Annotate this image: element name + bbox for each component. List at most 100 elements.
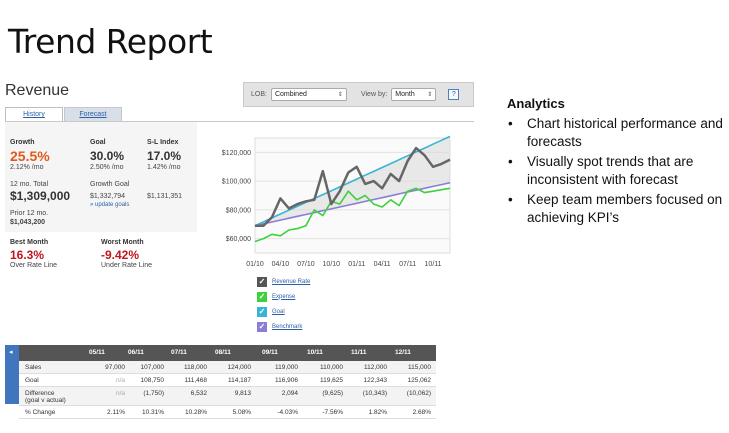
best-month-label: Best Month [10, 239, 49, 246]
checkbox-checked-icon[interactable]: ✓ [257, 291, 267, 302]
x-tick-label: 10/11 [425, 261, 442, 268]
x-tick-label: 01/11 [348, 261, 365, 268]
growth-value: 25.5% [10, 148, 50, 164]
viewby-select-value: Month [395, 91, 415, 98]
table-cell: 6,532 [190, 390, 207, 397]
bullet-item: Chart historical performance and forecas… [508, 115, 728, 151]
viewby-label: View by: [360, 91, 388, 98]
table-cell: 107,000 [140, 364, 165, 371]
sl-index-label: S-L Index [147, 139, 179, 146]
table-cell: 110,000 [319, 364, 343, 371]
table-collapse-toggle[interactable]: ◂ [5, 345, 19, 404]
x-tick-label: 04/11 [374, 261, 391, 268]
series-line-revenue-rate [255, 146, 451, 227]
select-arrows-icon: ⇕ [427, 92, 433, 98]
viewby-select[interactable]: Month ⇕ [391, 88, 437, 101]
table-cell: 114,187 [227, 377, 251, 384]
table-cell: (1,750) [143, 390, 164, 397]
prior-label: Prior 12 mo. [10, 210, 49, 217]
table-cell: 125,062 [407, 377, 432, 384]
growth-sub: 2.12% /mo [10, 164, 44, 171]
chevron-left-icon: ◂ [9, 349, 13, 356]
table-column-header: 05/11 [89, 349, 105, 356]
worst-month-sub: Under Rate Line [101, 262, 152, 269]
table-cell: 5.08% [232, 409, 251, 416]
table-row [19, 387, 436, 406]
table-column-header: 07/11 [171, 349, 187, 356]
table-header-bar [5, 345, 436, 361]
sl-index-sub: 1.42% /mo [147, 164, 181, 171]
x-tick-label: 07/11 [399, 261, 416, 268]
table-column-header: 08/11 [215, 349, 231, 356]
widget-title: Revenue [5, 82, 70, 99]
series-line-goal [254, 135, 451, 227]
series-line-expense [254, 187, 451, 243]
lob-select-value: Combined [274, 91, 307, 98]
table-cell: 119,000 [274, 364, 298, 371]
table-cell: 9,813 [234, 390, 251, 397]
table-cell: 115,000 [407, 364, 431, 371]
goal-label: Goal [90, 139, 106, 146]
chart-legend: ✓ Revenue Rate ✓ Expense ✓ Goal ✓ Benchm… [257, 274, 310, 334]
table-cell: 97,000 [105, 364, 125, 371]
tab-forecast[interactable]: Forecast [64, 107, 122, 121]
table-column-header: 12/11 [395, 349, 411, 356]
table-row [19, 361, 436, 374]
row-label: Sales [25, 364, 42, 371]
legend-item-expense[interactable]: ✓ Expense [257, 289, 310, 304]
checkbox-checked-icon[interactable]: ✓ [257, 306, 267, 317]
lob-select[interactable]: Combined ⇕ [270, 88, 347, 101]
y-tick-label: $100,000 [222, 179, 251, 186]
legend-label: Benchmark [272, 323, 303, 330]
table-cell: 108,750 [140, 377, 165, 384]
table-cell: 2,094 [281, 390, 298, 397]
analytics-bullets: Chart historical performance and forecas… [508, 115, 728, 229]
bullet-item: Keep team members focused on achieving K… [508, 191, 728, 227]
table-cell: -7.56% [322, 409, 343, 416]
update-goals-link[interactable]: » update goals [90, 202, 130, 208]
table-column-header: 09/11 [262, 349, 278, 356]
legend-label: Revenue Rate [272, 278, 311, 285]
y-tick-label: $120,000 [222, 150, 251, 157]
row-label: Goal [25, 377, 39, 384]
legend-item-goal[interactable]: ✓ Goal [257, 304, 310, 319]
table-cell: n/a [115, 377, 125, 384]
best-month-value: 16.3% [10, 248, 45, 262]
table-cell: 10.31% [141, 409, 164, 416]
goal-value: 30.0% [90, 149, 125, 163]
growth-label: Growth [10, 139, 35, 146]
table-cell: 119,625 [319, 377, 343, 384]
y-tick-label: $80,000 [226, 207, 251, 214]
x-tick-label: 07/10 [297, 261, 315, 268]
filter-toolbar: LOB: Combined ⇕ View by: Month ⇕ ? [243, 82, 474, 107]
worst-month-value: -9.42% [101, 248, 140, 262]
checkbox-checked-icon[interactable]: ✓ [257, 321, 267, 332]
legend-label: Goal [272, 308, 285, 315]
x-tick-label: 01/10 [246, 261, 264, 268]
table-cell: -4.03% [277, 409, 298, 416]
legend-item-benchmark[interactable]: ✓ Benchmark [257, 319, 310, 334]
analytics-heading: Analytics [507, 96, 565, 111]
worst-month-label: Worst Month [101, 239, 144, 246]
legend-item-revenue-rate[interactable]: ✓ Revenue Rate [257, 274, 310, 289]
table-column-header: 11/11 [351, 349, 367, 356]
help-icon[interactable]: ? [448, 89, 460, 100]
tab-history[interactable]: History [5, 107, 63, 121]
table-cell: 1.82% [368, 409, 387, 416]
table-cell: (10,343) [362, 390, 387, 397]
table-cell: 10.28% [184, 409, 207, 416]
y-tick-label: $60,000 [226, 236, 251, 243]
row-label: % Change [25, 409, 56, 416]
tab-bar: History Forecast [5, 107, 123, 121]
table-column-header: 06/11 [128, 349, 144, 356]
table-cell: 111,468 [184, 377, 207, 384]
sl-index-value: 17.0% [147, 149, 182, 163]
table-cell: (10,062) [406, 390, 431, 397]
table-cell: 118,000 [183, 364, 207, 371]
stats-panel [5, 122, 197, 232]
table-cell: 2.68% [412, 409, 431, 416]
total-value: $1,309,000 [10, 189, 71, 203]
checkbox-checked-icon[interactable]: ✓ [257, 276, 267, 287]
table-row [19, 406, 436, 419]
lob-label: LOB: [251, 91, 267, 98]
